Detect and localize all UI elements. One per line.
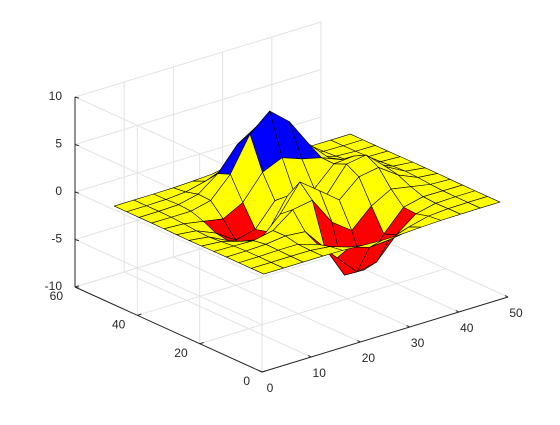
y-tick-label: 40 bbox=[112, 318, 126, 332]
grid-line bbox=[173, 256, 361, 343]
x-tick bbox=[406, 325, 410, 328]
z-tick bbox=[74, 239, 80, 242]
z-tick-label: 0 bbox=[55, 184, 62, 198]
y-tick bbox=[199, 341, 204, 345]
x-tick bbox=[504, 295, 509, 298]
x-tick bbox=[307, 355, 312, 358]
x-axis bbox=[261, 296, 509, 373]
y-tick-label: 20 bbox=[174, 346, 188, 360]
grid-line bbox=[74, 21, 322, 98]
z-tick-label: 10 bbox=[49, 89, 63, 103]
x-tick-label: 40 bbox=[460, 321, 474, 335]
y-axis bbox=[74, 286, 263, 373]
grid-line bbox=[74, 239, 263, 325]
x-tick bbox=[455, 310, 460, 313]
x-tick bbox=[357, 340, 361, 343]
y-tick bbox=[137, 313, 142, 316]
x-tick-label: 30 bbox=[411, 336, 425, 350]
x-tick-label: 10 bbox=[313, 366, 327, 380]
z-tick-label: -5 bbox=[51, 232, 62, 246]
z-tick bbox=[74, 96, 80, 99]
y-tick bbox=[261, 370, 267, 373]
x-tick-label: 20 bbox=[362, 351, 376, 365]
x-tick-label: 50 bbox=[509, 306, 523, 320]
x-tick-label: 0 bbox=[267, 381, 274, 395]
y-tick-label: 60 bbox=[50, 289, 64, 303]
grid-line bbox=[74, 191, 263, 278]
z-tick bbox=[74, 286, 80, 289]
grid-line bbox=[199, 268, 446, 345]
z-tick bbox=[74, 144, 80, 147]
surface-face bbox=[251, 262, 284, 275]
z-tick-label: 5 bbox=[55, 137, 62, 151]
grid-line bbox=[123, 271, 312, 358]
z-tick-label: -10 bbox=[45, 279, 63, 293]
z-tick bbox=[74, 191, 80, 194]
y-tick-label: 0 bbox=[243, 374, 250, 388]
x-tick bbox=[258, 370, 263, 373]
grid-line bbox=[74, 69, 322, 145]
